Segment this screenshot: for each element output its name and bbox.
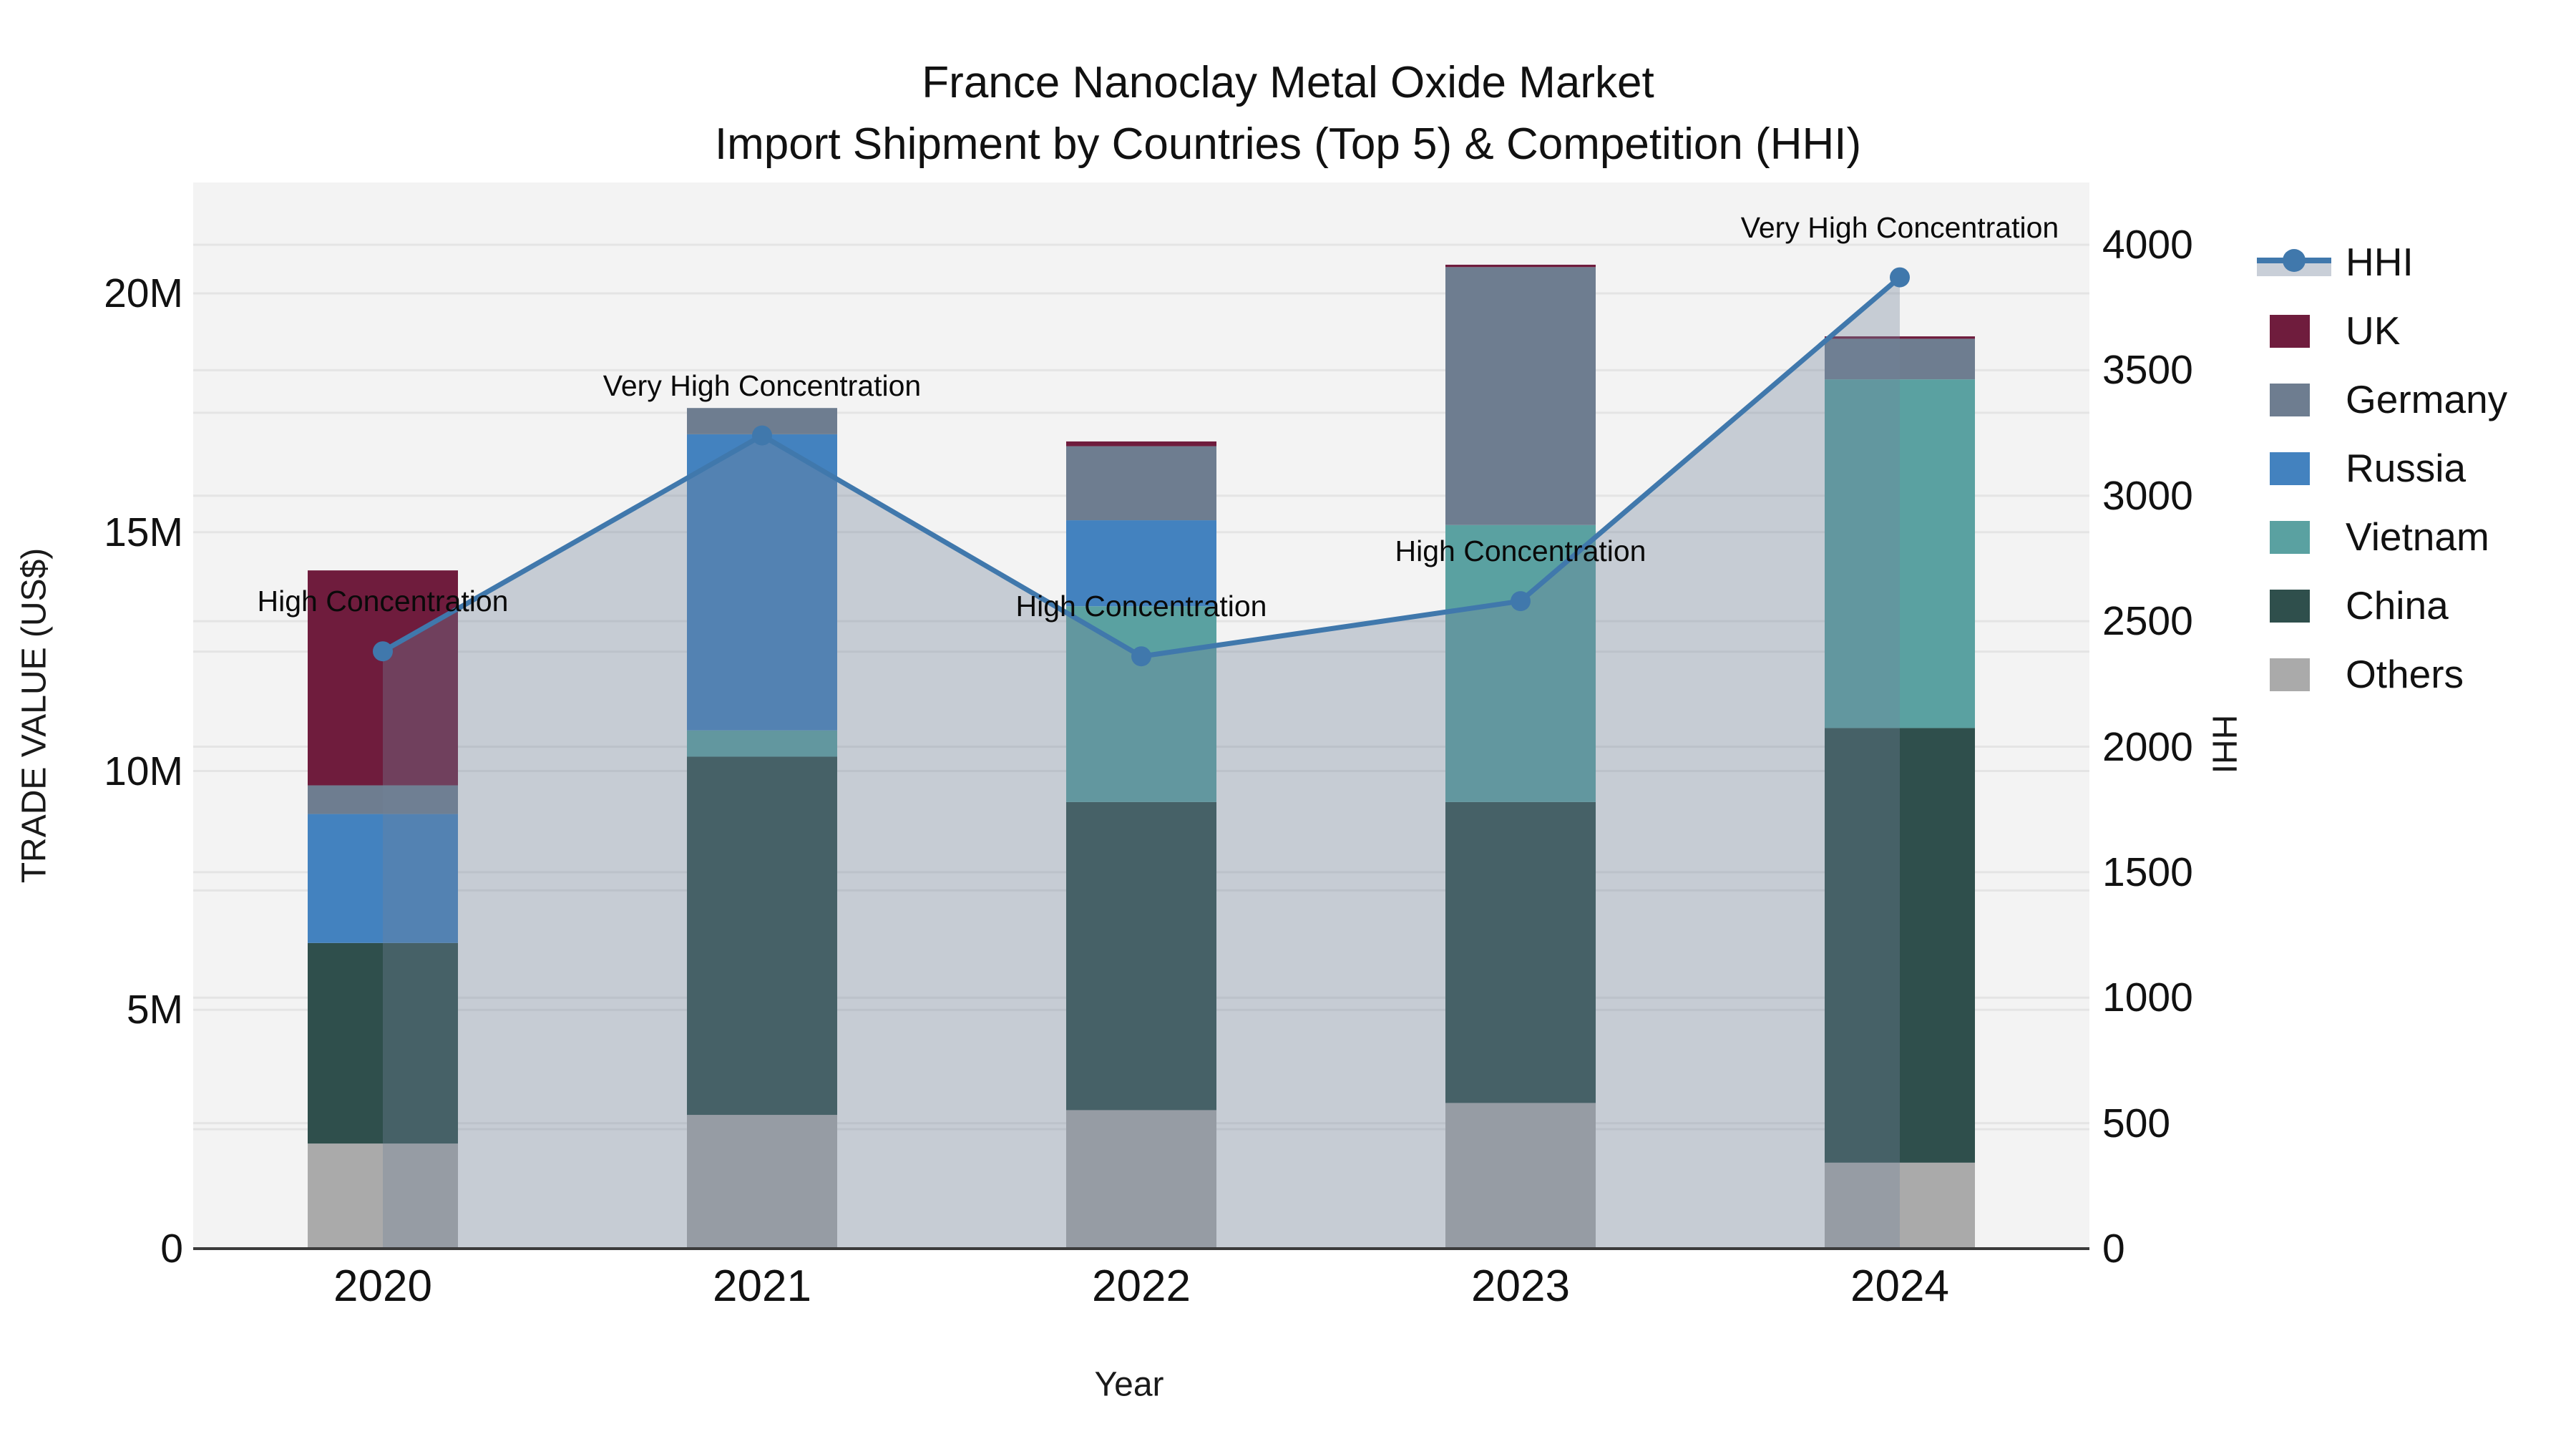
hhi-marker-2023[interactable]	[1511, 591, 1531, 612]
bar-segment-uk-2020[interactable]	[308, 570, 458, 786]
hhi-marker-2021[interactable]	[752, 425, 772, 446]
legend-item-hhi[interactable]: HHI	[2254, 228, 2414, 296]
bar-segment-germany-2023[interactable]	[1445, 267, 1596, 525]
bar-segment-china-2023[interactable]	[1445, 801, 1596, 1103]
legend-line-icon	[2254, 228, 2346, 296]
bar-segment-russia-2021[interactable]	[687, 434, 837, 731]
legend-swatch-icon	[2254, 640, 2346, 708]
bar-segment-germany-2020[interactable]	[308, 785, 458, 814]
y-right-tick-label: 2500	[2102, 598, 2193, 645]
legend-item-germany[interactable]: Germany	[2254, 365, 2507, 434]
bar-segment-china-2021[interactable]	[687, 756, 837, 1116]
hhi-marker-2024[interactable]	[1890, 267, 1910, 288]
bar-segment-germany-2022[interactable]	[1066, 446, 1216, 521]
legend-label: Germany	[2346, 377, 2508, 421]
bar-segment-others-2024[interactable]	[1825, 1162, 1975, 1249]
y-right-tick-label: 1000	[2102, 975, 2193, 1021]
legend-item-vietnam[interactable]: Vietnam	[2254, 502, 2489, 571]
chart-title: France Nanoclay Metal Oxide Market	[922, 58, 1654, 107]
bar-segment-russia-2022[interactable]	[1066, 520, 1216, 607]
bar-segment-uk-2024[interactable]	[1825, 336, 1975, 339]
bar-segment-uk-2022[interactable]	[1066, 441, 1216, 447]
color-swatch-china	[2270, 590, 2310, 623]
legend-label: China	[2346, 583, 2449, 628]
legend-item-others[interactable]: Others	[2254, 640, 2464, 708]
y-right-tick-label: 3000	[2102, 472, 2193, 519]
color-swatch-germany	[2270, 384, 2310, 416]
color-swatch-vietnam	[2270, 521, 2310, 554]
y-right-tick-label: 2000	[2102, 723, 2193, 770]
y-right-tick-label: 1500	[2102, 849, 2193, 895]
y-right-tick-label: 0	[2102, 1226, 2125, 1272]
x-tick-label-2024: 2024	[1850, 1262, 1949, 1311]
legend-swatch-icon	[2254, 365, 2346, 434]
legend-swatch-icon	[2254, 296, 2346, 365]
legend-label: Russia	[2346, 446, 2467, 490]
bar-segment-others-2021[interactable]	[687, 1115, 837, 1249]
bar-segment-others-2020[interactable]	[308, 1143, 458, 1249]
bar-segment-others-2022[interactable]	[1066, 1110, 1216, 1249]
legend-label: Others	[2346, 652, 2464, 696]
annotation-2022: High Concentration	[1015, 590, 1267, 623]
legend-item-china[interactable]: China	[2254, 571, 2449, 640]
chart-subtitle: Import Shipment by Countries (Top 5) & C…	[714, 119, 1862, 169]
legend-swatch-icon	[2254, 434, 2346, 502]
legend-item-russia[interactable]: Russia	[2254, 434, 2466, 502]
y-right-tick-label: 4000	[2102, 222, 2193, 268]
y-right-tick-label: 3500	[2102, 347, 2193, 394]
legend-swatch-icon	[2254, 571, 2346, 640]
annotation-2024: Very High Concentration	[1740, 210, 2059, 244]
y-left-tick-label: 15M	[104, 509, 183, 555]
bar-segment-vietnam-2021[interactable]	[687, 730, 837, 757]
y-left-tick-label: 10M	[104, 748, 183, 794]
y-left-tick-label: 20M	[104, 270, 183, 316]
legend-label: HHI	[2346, 240, 2414, 284]
x-tick-label-2022: 2022	[1092, 1262, 1191, 1311]
color-swatch-uk	[2270, 315, 2310, 348]
annotation-2023: High Concentration	[1395, 535, 1646, 568]
y-left-tick-label: 5M	[126, 987, 183, 1033]
hhi-marker-2020[interactable]	[373, 641, 393, 662]
y-left-tick-label: 0	[160, 1226, 183, 1272]
bar-segment-vietnam-2023[interactable]	[1445, 525, 1596, 802]
y-right-tick-label: 500	[2102, 1100, 2171, 1146]
legend-item-uk[interactable]: UK	[2254, 296, 2400, 365]
annotation-2020: High Concentration	[257, 585, 509, 618]
bar-segment-others-2023[interactable]	[1445, 1103, 1596, 1249]
hhi-marker-icon	[2283, 249, 2306, 272]
bar-segment-china-2022[interactable]	[1066, 801, 1216, 1111]
x-tick-label-2021: 2021	[713, 1262, 811, 1311]
hhi-area-fill	[383, 277, 1900, 1249]
legend-label: Vietnam	[2346, 514, 2489, 559]
bar-segment-germany-2024[interactable]	[1825, 338, 1975, 380]
color-swatch-others	[2270, 658, 2310, 691]
x-tick-label-2023: 2023	[1471, 1262, 1570, 1311]
y-axis-left-title: TRADE VALUE (US$)	[15, 547, 54, 884]
bar-segment-russia-2020[interactable]	[308, 814, 458, 943]
bar-segment-china-2024[interactable]	[1825, 728, 1975, 1163]
x-tick-label-2020: 2020	[333, 1262, 432, 1311]
x-axis-title: Year	[1094, 1365, 1164, 1404]
legend-label: UK	[2346, 308, 2401, 353]
legend-swatch-icon	[2254, 502, 2346, 571]
bar-segment-uk-2023[interactable]	[1445, 264, 1596, 268]
bar-segment-vietnam-2024[interactable]	[1825, 379, 1975, 728]
bar-segment-vietnam-2022[interactable]	[1066, 606, 1216, 802]
hhi-marker-2022[interactable]	[1131, 646, 1151, 667]
color-swatch-russia	[2270, 452, 2310, 485]
bar-segment-china-2020[interactable]	[308, 942, 458, 1144]
annotation-2021: Very High Concentration	[602, 369, 922, 402]
